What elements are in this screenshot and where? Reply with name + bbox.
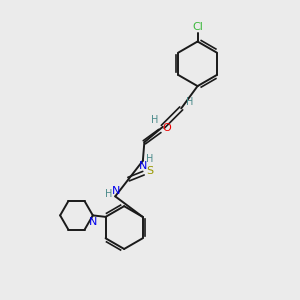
Text: N: N — [139, 161, 147, 171]
Text: H: H — [151, 115, 158, 125]
Text: H: H — [146, 154, 153, 164]
Text: S: S — [146, 166, 154, 176]
Text: N: N — [112, 186, 120, 196]
Text: Cl: Cl — [192, 22, 203, 32]
Text: N: N — [88, 217, 97, 227]
Text: H: H — [105, 189, 112, 199]
Text: O: O — [162, 123, 171, 133]
Text: H: H — [186, 97, 193, 107]
